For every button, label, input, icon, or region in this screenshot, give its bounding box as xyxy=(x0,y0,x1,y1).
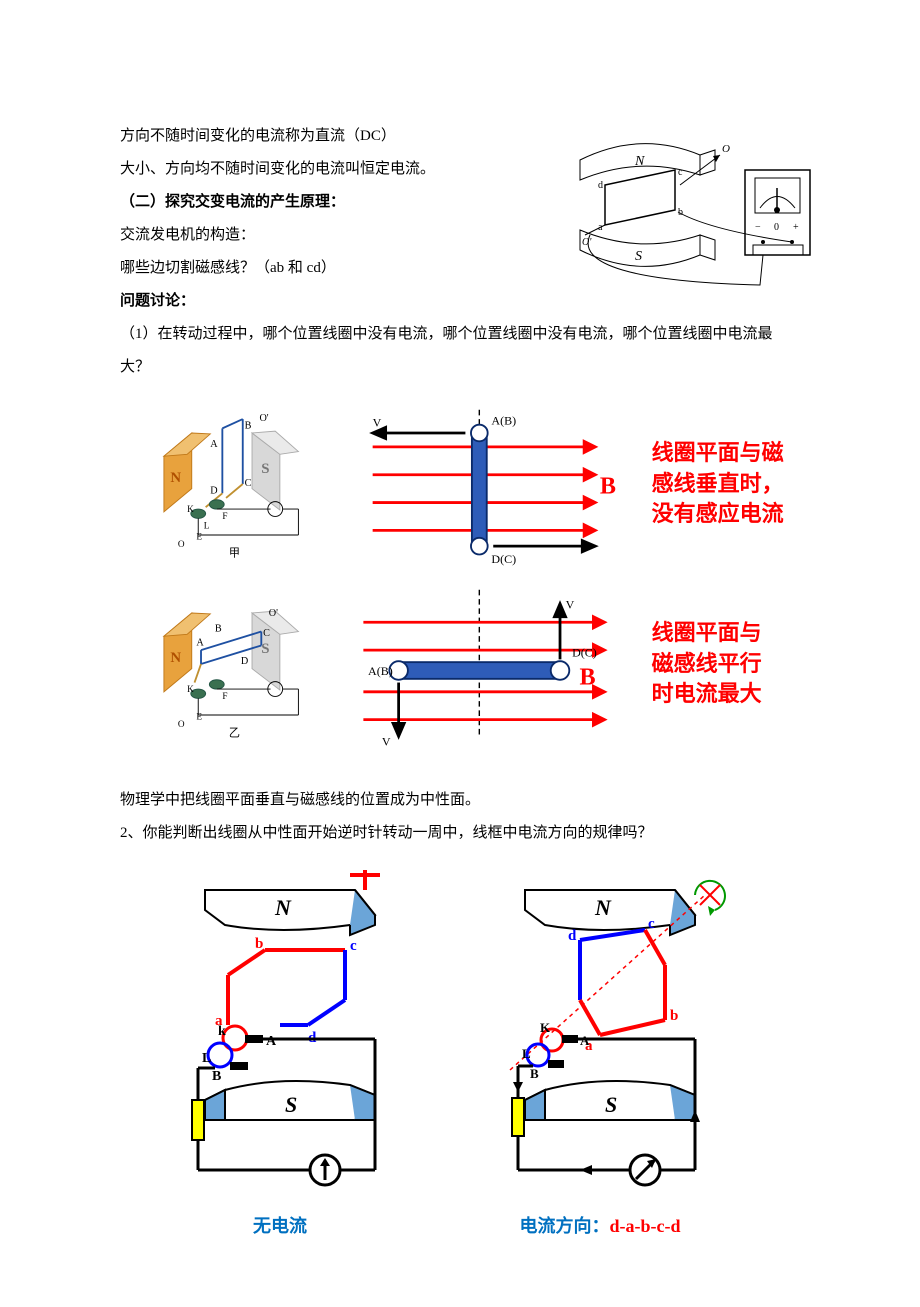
generator-illustration: N S d a c b O' O − 0 + xyxy=(560,130,820,300)
mid-figure-block: N S A B C D O' K L F xyxy=(150,394,800,764)
svg-text:S: S xyxy=(261,641,269,657)
svg-text:N: N xyxy=(634,154,645,169)
svg-text:C: C xyxy=(245,478,252,489)
note-1: 线圈平面与磁 感线垂直时， 没有感应电流 xyxy=(652,438,800,530)
svg-text:O: O xyxy=(722,143,730,155)
svg-text:E: E xyxy=(196,713,202,723)
svg-text:B: B xyxy=(245,420,252,431)
svg-text:F: F xyxy=(222,512,227,522)
svg-text:A(B): A(B) xyxy=(368,664,393,678)
generator-with-current: N S xyxy=(470,870,730,1190)
svg-text:c: c xyxy=(648,916,655,932)
svg-text:V: V xyxy=(566,597,575,611)
svg-text:A: A xyxy=(210,439,218,450)
svg-text:S: S xyxy=(261,461,269,477)
svg-text:N: N xyxy=(170,470,181,486)
topview-horizontal: V V A(B) D(C) B xyxy=(317,574,642,754)
svg-text:S: S xyxy=(285,1092,297,1117)
svg-text:S: S xyxy=(605,1092,617,1117)
generator-3d-jia: N S A B C D O' K L F xyxy=(150,394,317,574)
svg-text:c: c xyxy=(678,167,683,178)
svg-text:K: K xyxy=(187,505,194,515)
svg-text:A: A xyxy=(196,637,204,648)
svg-text:d: d xyxy=(598,180,603,191)
svg-text:a: a xyxy=(598,222,603,233)
svg-text:K: K xyxy=(540,1020,551,1035)
svg-text:B: B xyxy=(215,624,222,635)
svg-text:乙: 乙 xyxy=(229,726,240,739)
topview-vertical: V A(B) D(C) B xyxy=(317,394,642,574)
svg-text:E: E xyxy=(196,533,202,543)
question-2: 2、你能判断出线圈从中性面开始逆时针转动一周中，线框中电流方向的规律吗？ xyxy=(120,817,800,850)
caption-current-dir: 电流方向：d-a-b-c-d xyxy=(470,1207,730,1247)
svg-text:c: c xyxy=(350,938,357,954)
svg-text:A(B): A(B) xyxy=(491,414,516,428)
svg-text:O': O' xyxy=(582,237,592,248)
svg-text:b: b xyxy=(670,1008,678,1024)
svg-text:L: L xyxy=(204,522,210,532)
svg-text:V: V xyxy=(382,735,391,749)
svg-text:D: D xyxy=(210,485,217,496)
svg-text:L: L xyxy=(202,1051,211,1066)
svg-text:V: V xyxy=(373,415,382,429)
svg-text:−: − xyxy=(755,222,761,233)
svg-text:N: N xyxy=(594,895,612,920)
svg-text:K: K xyxy=(187,685,194,695)
svg-text:A: A xyxy=(266,1034,277,1049)
line-8: 物理学中把线圈平面垂直与磁感线的位置成为中性面。 xyxy=(120,784,800,817)
svg-text:L: L xyxy=(522,1046,531,1061)
svg-text:+: + xyxy=(793,222,799,233)
svg-text:k: k xyxy=(218,1024,226,1039)
svg-text:S: S xyxy=(635,249,642,264)
svg-text:N: N xyxy=(170,650,181,666)
svg-text:B: B xyxy=(212,1069,221,1084)
svg-text:D(C): D(C) xyxy=(491,552,516,566)
svg-text:B: B xyxy=(600,473,616,499)
svg-text:O: O xyxy=(178,720,185,730)
generator-no-current: N S a xyxy=(150,870,410,1190)
svg-text:N: N xyxy=(274,895,292,920)
caption-no-current: 无电流 xyxy=(150,1207,410,1247)
svg-text:0: 0 xyxy=(774,222,779,233)
svg-text:F: F xyxy=(222,692,227,702)
svg-text:D: D xyxy=(241,656,248,667)
svg-text:O: O xyxy=(178,540,185,550)
svg-text:d: d xyxy=(568,928,577,944)
generator-3d-yi: N S A B C D O' K F E O xyxy=(150,574,317,754)
svg-text:甲: 甲 xyxy=(229,547,240,559)
bottom-figure-block: N S a xyxy=(150,870,800,1247)
question-1: （1）在转动过程中，哪个位置线圈中没有电流，哪个位置线圈中没有电流，哪个位置线圈… xyxy=(120,318,800,384)
svg-text:C: C xyxy=(263,628,270,639)
svg-text:D(C): D(C) xyxy=(572,646,597,660)
svg-text:B: B xyxy=(530,1066,539,1081)
note-2: 线圈平面与 磁感线平行 时电流最大 xyxy=(652,618,800,710)
svg-text:O': O' xyxy=(259,413,268,424)
svg-text:B: B xyxy=(579,664,595,690)
svg-text:O': O' xyxy=(269,608,278,619)
svg-text:b: b xyxy=(255,936,263,952)
